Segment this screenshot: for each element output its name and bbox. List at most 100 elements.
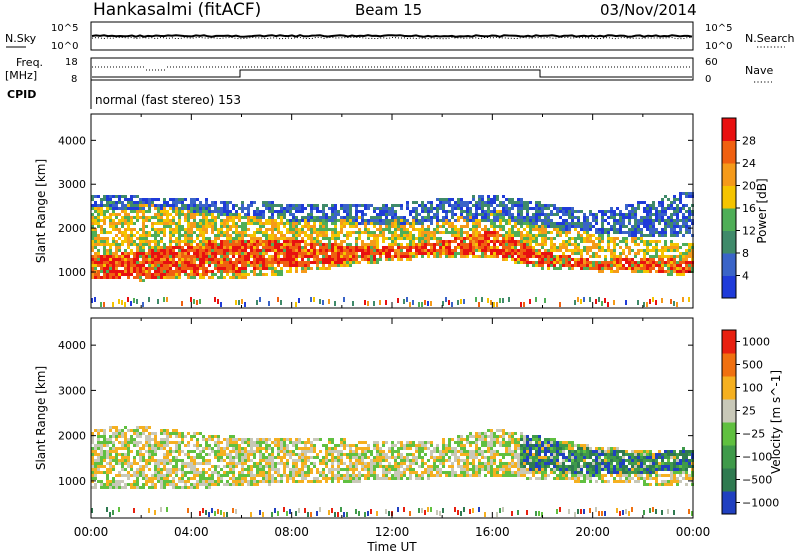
heatmap-cell	[121, 222, 124, 225]
heatmap-cell	[256, 207, 259, 210]
heatmap-cell	[115, 456, 118, 459]
heatmap-cell	[544, 240, 547, 243]
heatmap-cell	[316, 210, 319, 213]
heatmap-cell	[226, 270, 229, 273]
heatmap-cell	[124, 483, 127, 486]
heatmap-cell	[457, 228, 460, 231]
heatmap-cell	[436, 213, 439, 216]
heatmap-cell	[679, 228, 682, 231]
heatmap-cell	[268, 243, 271, 246]
heatmap-cell	[166, 219, 169, 222]
heatmap-cell	[154, 237, 157, 240]
heatmap-cell	[142, 474, 145, 477]
heatmap-cell	[376, 249, 379, 252]
heatmap-cell	[442, 198, 445, 201]
heatmap-cell	[583, 264, 586, 267]
heatmap-cell	[136, 429, 139, 432]
heatmap-cell	[169, 273, 172, 276]
heatmap-cell	[178, 219, 181, 222]
heatmap-cell	[163, 261, 166, 264]
heatmap-cell	[601, 231, 604, 234]
heatmap-cell	[580, 222, 583, 225]
heatmap-cell	[334, 237, 337, 240]
heatmap-cell	[109, 225, 112, 228]
heatmap-cell	[112, 228, 115, 231]
heatmap-cell	[229, 267, 232, 270]
heatmap-cell	[268, 207, 271, 210]
heatmap-cell	[493, 228, 496, 231]
heatmap-cell	[580, 234, 583, 237]
heatmap-cell	[193, 216, 196, 219]
heatmap-cell	[508, 237, 511, 240]
heatmap-cell	[427, 234, 430, 237]
heatmap-cell	[424, 234, 427, 237]
heatmap-cell	[346, 258, 349, 261]
heatmap-cell	[244, 228, 247, 231]
heatmap-cell	[457, 207, 460, 210]
heatmap-cell	[586, 264, 589, 267]
heatmap-cell	[184, 219, 187, 222]
heatmap-cell	[619, 252, 622, 255]
heatmap-cell	[121, 429, 124, 432]
heatmap-cell	[286, 270, 289, 273]
heatmap-cell	[133, 441, 136, 444]
heatmap-cell	[445, 231, 448, 234]
heatmap-cell	[268, 240, 271, 243]
heatmap-cell	[139, 237, 142, 240]
heatmap-cell	[193, 210, 196, 213]
heatmap-cell	[556, 246, 559, 249]
heatmap-cell	[430, 243, 433, 246]
heatmap-cell	[688, 216, 691, 219]
heatmap-cell	[565, 225, 568, 228]
heatmap-cell	[100, 207, 103, 210]
heatmap-cell	[580, 228, 583, 231]
heatmap-cell	[118, 273, 121, 276]
heatmap-cell	[316, 231, 319, 234]
heatmap-cell	[241, 267, 244, 270]
heatmap-cell	[673, 261, 676, 264]
heatmap-cell	[607, 216, 610, 219]
heatmap-cell	[661, 249, 664, 252]
heatmap-cell	[106, 210, 109, 213]
heatmap-cell	[529, 252, 532, 255]
heatmap-cell	[169, 261, 172, 264]
heatmap-cell	[136, 210, 139, 213]
heatmap-cell	[640, 258, 643, 261]
heatmap-cell	[217, 234, 220, 237]
heatmap-cell	[403, 255, 406, 258]
heatmap-cell	[481, 195, 484, 198]
heatmap-cell	[127, 429, 130, 432]
heatmap-cell	[418, 204, 421, 207]
heatmap-cell	[550, 222, 553, 225]
heatmap-cell	[397, 225, 400, 228]
heatmap-cell	[130, 486, 133, 489]
heatmap-cell	[301, 255, 304, 258]
heatmap-cell	[577, 261, 580, 264]
heatmap-cell	[235, 273, 238, 276]
heatmap-cell	[640, 228, 643, 231]
heatmap-cell	[103, 222, 106, 225]
heatmap-cell	[661, 267, 664, 270]
heatmap-cell	[106, 261, 109, 264]
heatmap-cell	[133, 255, 136, 258]
heatmap-cell	[238, 243, 241, 246]
heatmap-cell	[322, 225, 325, 228]
heatmap-cell	[97, 261, 100, 264]
heatmap-cell	[151, 201, 154, 204]
heatmap-cell	[409, 225, 412, 228]
heatmap-cell	[124, 258, 127, 261]
heatmap-cell	[574, 210, 577, 213]
heatmap-cell	[379, 228, 382, 231]
heatmap-cell	[127, 297, 129, 302]
heatmap-cell	[148, 243, 151, 246]
heatmap-cell	[148, 207, 151, 210]
heatmap-cell	[127, 234, 130, 237]
heatmap-cell	[211, 231, 214, 234]
heatmap-cell	[241, 237, 244, 240]
heatmap-cell	[685, 192, 688, 195]
heatmap-cell	[427, 240, 430, 243]
heatmap-cell	[190, 210, 193, 213]
heatmap-cell	[517, 213, 520, 216]
heatmap-cell	[130, 258, 133, 261]
heatmap-cell	[325, 246, 328, 249]
